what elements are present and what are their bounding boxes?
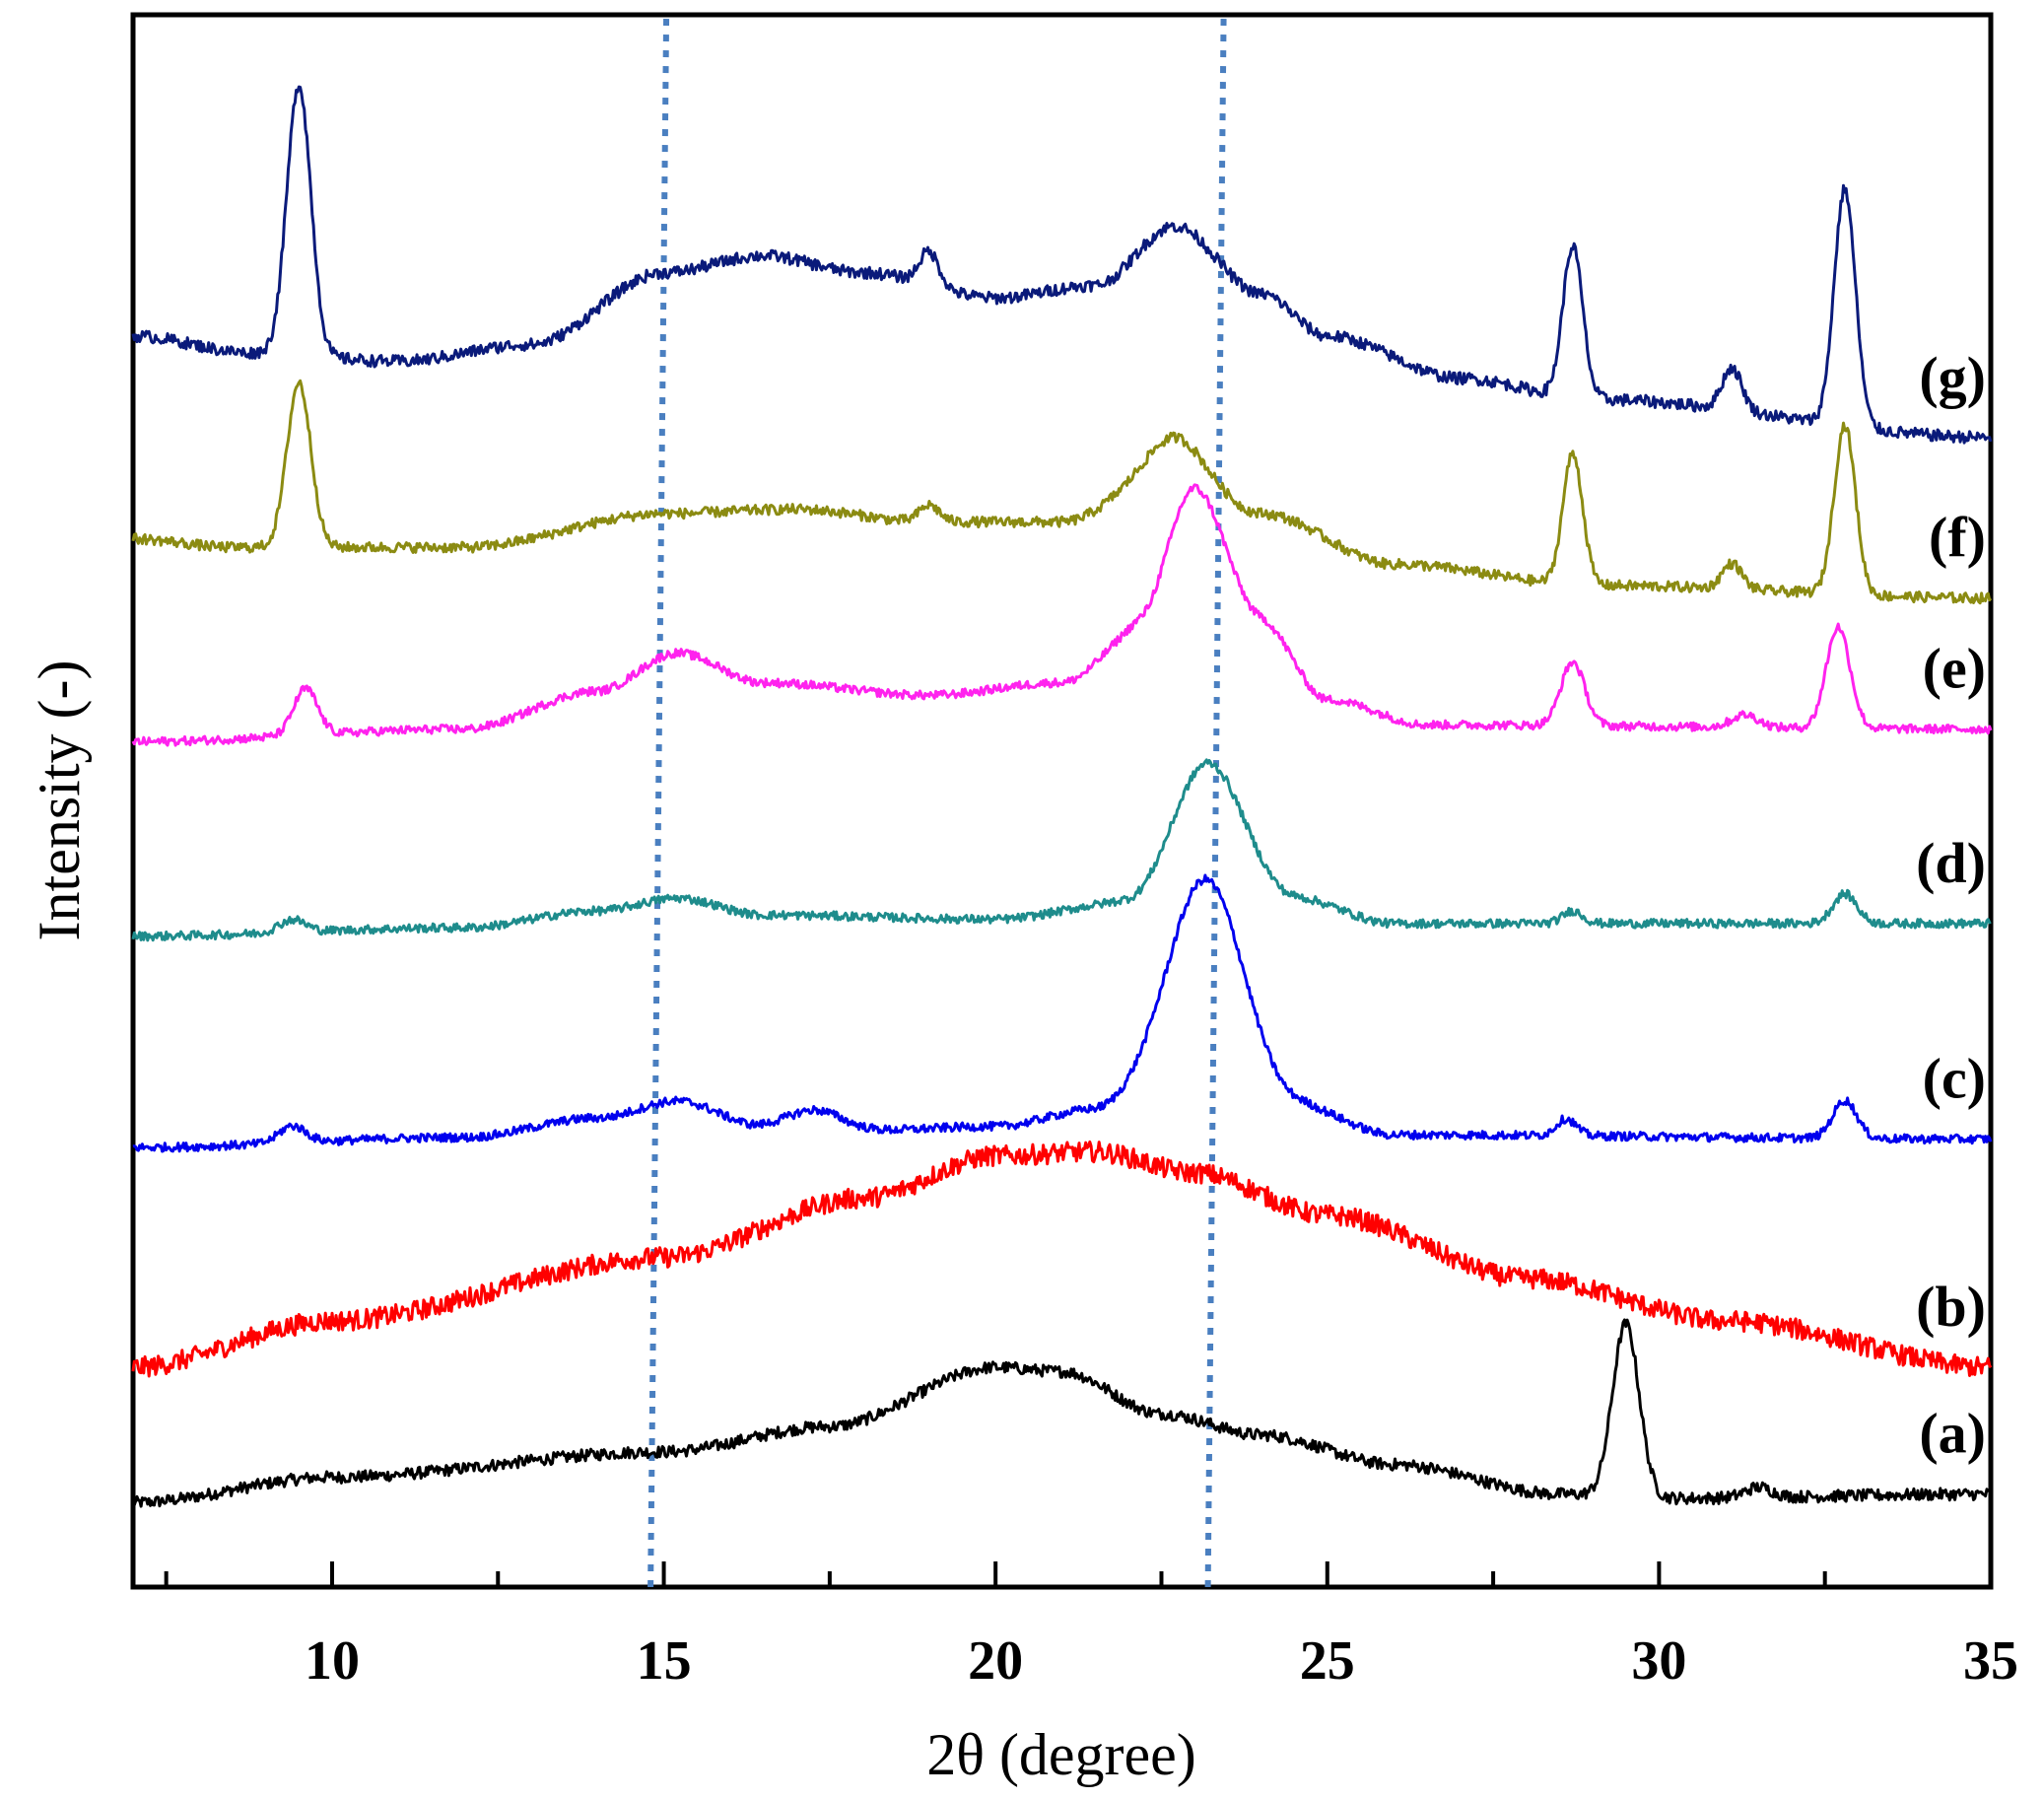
x-tick-label: 30 bbox=[1631, 1630, 1686, 1692]
x-axis-ticks: 10 15 20 25 30 35 bbox=[164, 1561, 2018, 1692]
reference-line bbox=[1204, 14, 1227, 1588]
series-line bbox=[132, 873, 1993, 1153]
series-layer bbox=[131, 85, 1993, 1508]
series-line bbox=[131, 483, 1993, 747]
x-tick-label: 20 bbox=[968, 1630, 1023, 1692]
series-line bbox=[131, 379, 1993, 605]
series-label: (f) bbox=[1929, 506, 1986, 570]
x-tick-label: 15 bbox=[637, 1630, 692, 1692]
series-label: (e) bbox=[1923, 637, 1986, 701]
series-line bbox=[131, 1318, 1992, 1508]
plot-frame bbox=[130, 12, 1994, 1590]
x-axis-title: 2θ (degree) bbox=[926, 1722, 1196, 1787]
y-axis-title: Intensity (-) bbox=[27, 660, 92, 941]
series-line bbox=[131, 758, 1992, 942]
series-label: (g) bbox=[1919, 345, 1986, 409]
reference-line bbox=[647, 14, 670, 1588]
series-label: (d) bbox=[1916, 831, 1986, 895]
x-tick-label: 25 bbox=[1300, 1630, 1355, 1692]
x-tick-label: 10 bbox=[305, 1630, 360, 1692]
series-labels: (a) (b) (c) (d) (e) (f) (g) bbox=[1916, 345, 1986, 1466]
series-label: (c) bbox=[1923, 1047, 1986, 1111]
series-line bbox=[131, 1140, 1993, 1378]
series-line bbox=[131, 85, 1993, 445]
x-tick-label: 35 bbox=[1963, 1630, 2018, 1692]
series-label: (b) bbox=[1916, 1275, 1986, 1339]
series-label: (a) bbox=[1919, 1402, 1986, 1466]
